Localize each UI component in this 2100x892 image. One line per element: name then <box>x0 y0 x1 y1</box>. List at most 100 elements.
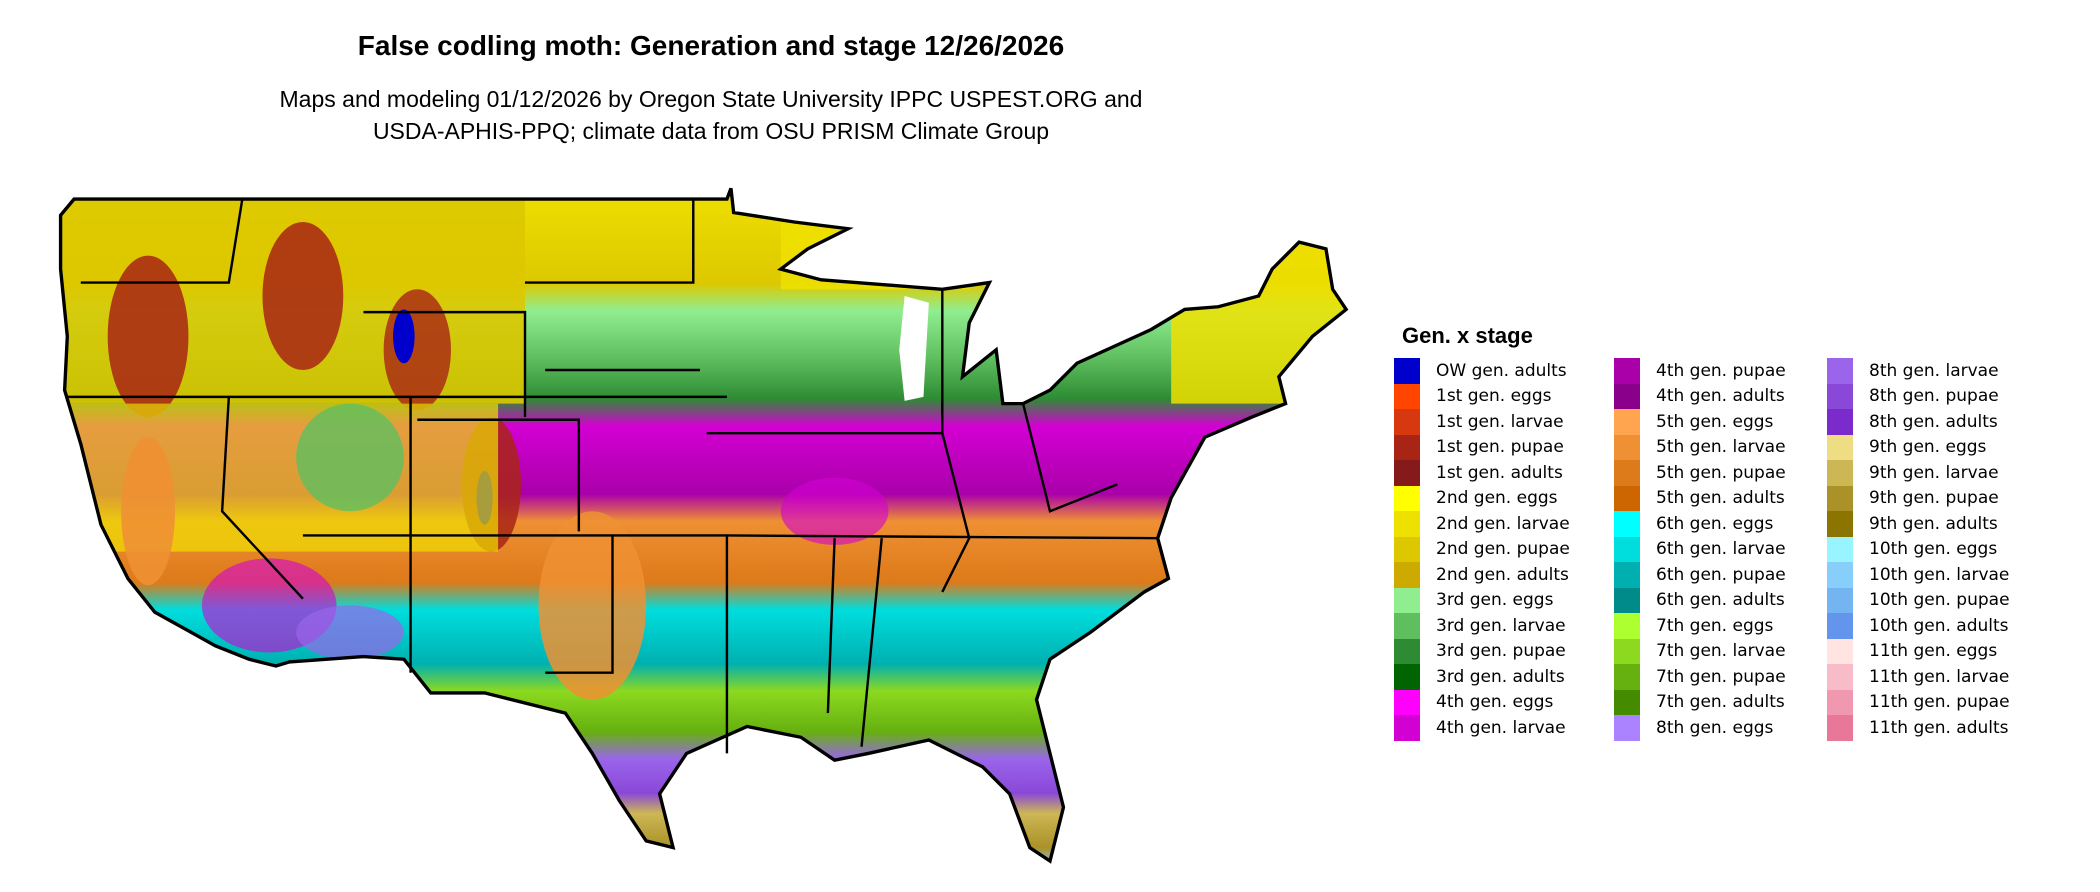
legend-label: 3rd gen. adults <box>1436 666 1565 687</box>
legend-swatch <box>1614 358 1640 384</box>
legend-label: 8th gen. adults <box>1869 411 1998 432</box>
legend-swatch <box>1827 460 1853 486</box>
map-title: False codling moth: Generation and stage… <box>357 30 1065 61</box>
legend-swatch <box>1614 638 1640 664</box>
legend-swatch <box>1827 562 1853 588</box>
legend-label: 4th gen. larvae <box>1436 717 1566 738</box>
legend-item: 8th gen. adults <box>1827 409 1998 435</box>
legend-label: 7th gen. adults <box>1656 692 1785 713</box>
legend-label: 8th gen. larvae <box>1869 360 1999 381</box>
legend-swatch <box>1827 383 1853 409</box>
legend-item: 9th gen. pupae <box>1827 485 1999 511</box>
legend-label: 7th gen. larvae <box>1656 641 1786 662</box>
legend-swatch <box>1394 434 1420 460</box>
legend-label: 2nd gen. adults <box>1436 564 1569 585</box>
legend-label: 2nd gen. pupae <box>1436 539 1570 560</box>
legend-label: 10th gen. larvae <box>1869 564 2010 585</box>
legend-swatch <box>1614 536 1640 562</box>
legend-swatch <box>1827 409 1853 435</box>
legend-item: 4th gen. larvae <box>1394 715 1566 741</box>
legend-swatch <box>1394 562 1420 588</box>
legend-label: 4th gen. eggs <box>1436 692 1554 713</box>
legend-swatch <box>1614 434 1640 460</box>
legend-item: 6th gen. adults <box>1614 587 1785 613</box>
legend-label: 2nd gen. eggs <box>1436 488 1558 509</box>
legend-item: 3rd gen. eggs <box>1394 587 1554 613</box>
legend-label: 3rd gen. larvae <box>1436 615 1566 636</box>
legend-label: 1st gen. pupae <box>1436 437 1564 458</box>
legend-label: 11th gen. larvae <box>1869 666 2010 687</box>
legend-item: 10th gen. adults <box>1827 613 2009 639</box>
legend-swatch <box>1614 562 1640 588</box>
legend-swatch <box>1394 409 1420 435</box>
legend-swatch <box>1614 409 1640 435</box>
legend-label: 2nd gen. larvae <box>1436 513 1570 534</box>
legend-item: 6th gen. eggs <box>1614 511 1773 537</box>
legend-label: 9th gen. adults <box>1869 513 1998 534</box>
legend-label: 11th gen. adults <box>1869 717 2009 738</box>
legend-item: 7th gen. eggs <box>1614 613 1773 639</box>
legend-swatch <box>1827 613 1853 639</box>
legend-swatch <box>1614 689 1640 715</box>
legend-item: 3rd gen. larvae <box>1394 613 1566 639</box>
legend-label: 8th gen. pupae <box>1869 386 1999 407</box>
legend-item: 2nd gen. pupae <box>1394 536 1570 562</box>
map-subtitle-line1: Maps and modeling 01/12/2026 by Oregon S… <box>279 86 1143 112</box>
legend-swatch <box>1394 613 1420 639</box>
legend-item: 7th gen. larvae <box>1614 638 1786 664</box>
legend-swatch <box>1394 664 1420 690</box>
legend-label: 4th gen. adults <box>1656 386 1785 407</box>
legend-swatch <box>1827 485 1853 511</box>
legend-item: 3rd gen. adults <box>1394 664 1565 690</box>
legend-item: 4th gen. pupae <box>1614 358 1786 384</box>
legend-swatch <box>1827 434 1853 460</box>
legend-swatch <box>1827 536 1853 562</box>
legend-item: 11th gen. larvae <box>1827 664 2009 690</box>
legend-item: 10th gen. eggs <box>1827 536 1997 562</box>
legend-swatch <box>1614 383 1640 409</box>
legend-item: 7th gen. adults <box>1614 689 1785 715</box>
legend-item: OW gen. adults <box>1394 358 1567 384</box>
legend-label: 7th gen. eggs <box>1656 615 1774 636</box>
legend-label: 5th gen. eggs <box>1656 411 1774 432</box>
legend-item: 8th gen. larvae <box>1827 358 1999 384</box>
legend-label: 9th gen. eggs <box>1869 437 1987 458</box>
legend-item: 6th gen. larvae <box>1614 536 1786 562</box>
legend-label: 5th gen. adults <box>1656 488 1785 509</box>
legend-title: Gen. x stage <box>1402 323 1533 348</box>
legend-item: 10th gen. larvae <box>1827 562 2009 588</box>
legend-swatch <box>1827 689 1853 715</box>
legend-label: 7th gen. pupae <box>1656 666 1786 687</box>
legend-label: 6th gen. adults <box>1656 590 1785 611</box>
legend-item: 6th gen. pupae <box>1614 562 1786 588</box>
legend-swatch <box>1394 587 1420 613</box>
legend-item: 11th gen. pupae <box>1827 689 2010 715</box>
legend-label: 3rd gen. eggs <box>1436 590 1554 611</box>
legend-swatch <box>1614 664 1640 690</box>
legend-item: 1st gen. adults <box>1394 460 1563 486</box>
legend-label: 6th gen. pupae <box>1656 564 1786 585</box>
legend-label: 9th gen. pupae <box>1869 488 1999 509</box>
legend-label: 5th gen. pupae <box>1656 462 1786 483</box>
legend-item: 10th gen. pupae <box>1827 587 2010 613</box>
legend-swatch <box>1827 511 1853 537</box>
legend-label: 1st gen. larvae <box>1436 411 1564 432</box>
legend-swatch <box>1827 638 1853 664</box>
legend-label: 10th gen. pupae <box>1869 590 2010 611</box>
legend-item: 2nd gen. larvae <box>1394 511 1570 537</box>
legend-item: 8th gen. pupae <box>1827 383 1999 409</box>
legend-label: 10th gen. adults <box>1869 615 2009 636</box>
legend-swatch <box>1827 587 1853 613</box>
legend-item: 11th gen. adults <box>1827 715 2009 741</box>
legend-label: OW gen. adults <box>1436 360 1567 381</box>
legend-item: 2nd gen. eggs <box>1394 485 1558 511</box>
legend-swatch <box>1614 613 1640 639</box>
legend-label: 4th gen. pupae <box>1656 360 1786 381</box>
legend-item: 4th gen. adults <box>1614 383 1785 409</box>
legend-item: 8th gen. eggs <box>1614 715 1773 741</box>
legend-label: 1st gen. eggs <box>1436 386 1552 407</box>
legend-label: 6th gen. larvae <box>1656 539 1786 560</box>
map-subtitle-line2: USDA-APHIS-PPQ; climate data from OSU PR… <box>372 118 1050 144</box>
legend-swatch <box>1614 485 1640 511</box>
legend-swatch <box>1394 485 1420 511</box>
